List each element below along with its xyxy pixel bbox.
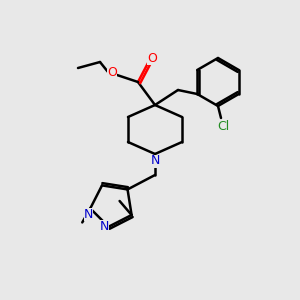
- Text: N: N: [84, 208, 93, 221]
- Text: O: O: [107, 67, 117, 80]
- Text: Cl: Cl: [217, 119, 229, 133]
- Text: N: N: [150, 154, 160, 167]
- Text: N: N: [100, 220, 109, 233]
- Text: O: O: [147, 52, 157, 64]
